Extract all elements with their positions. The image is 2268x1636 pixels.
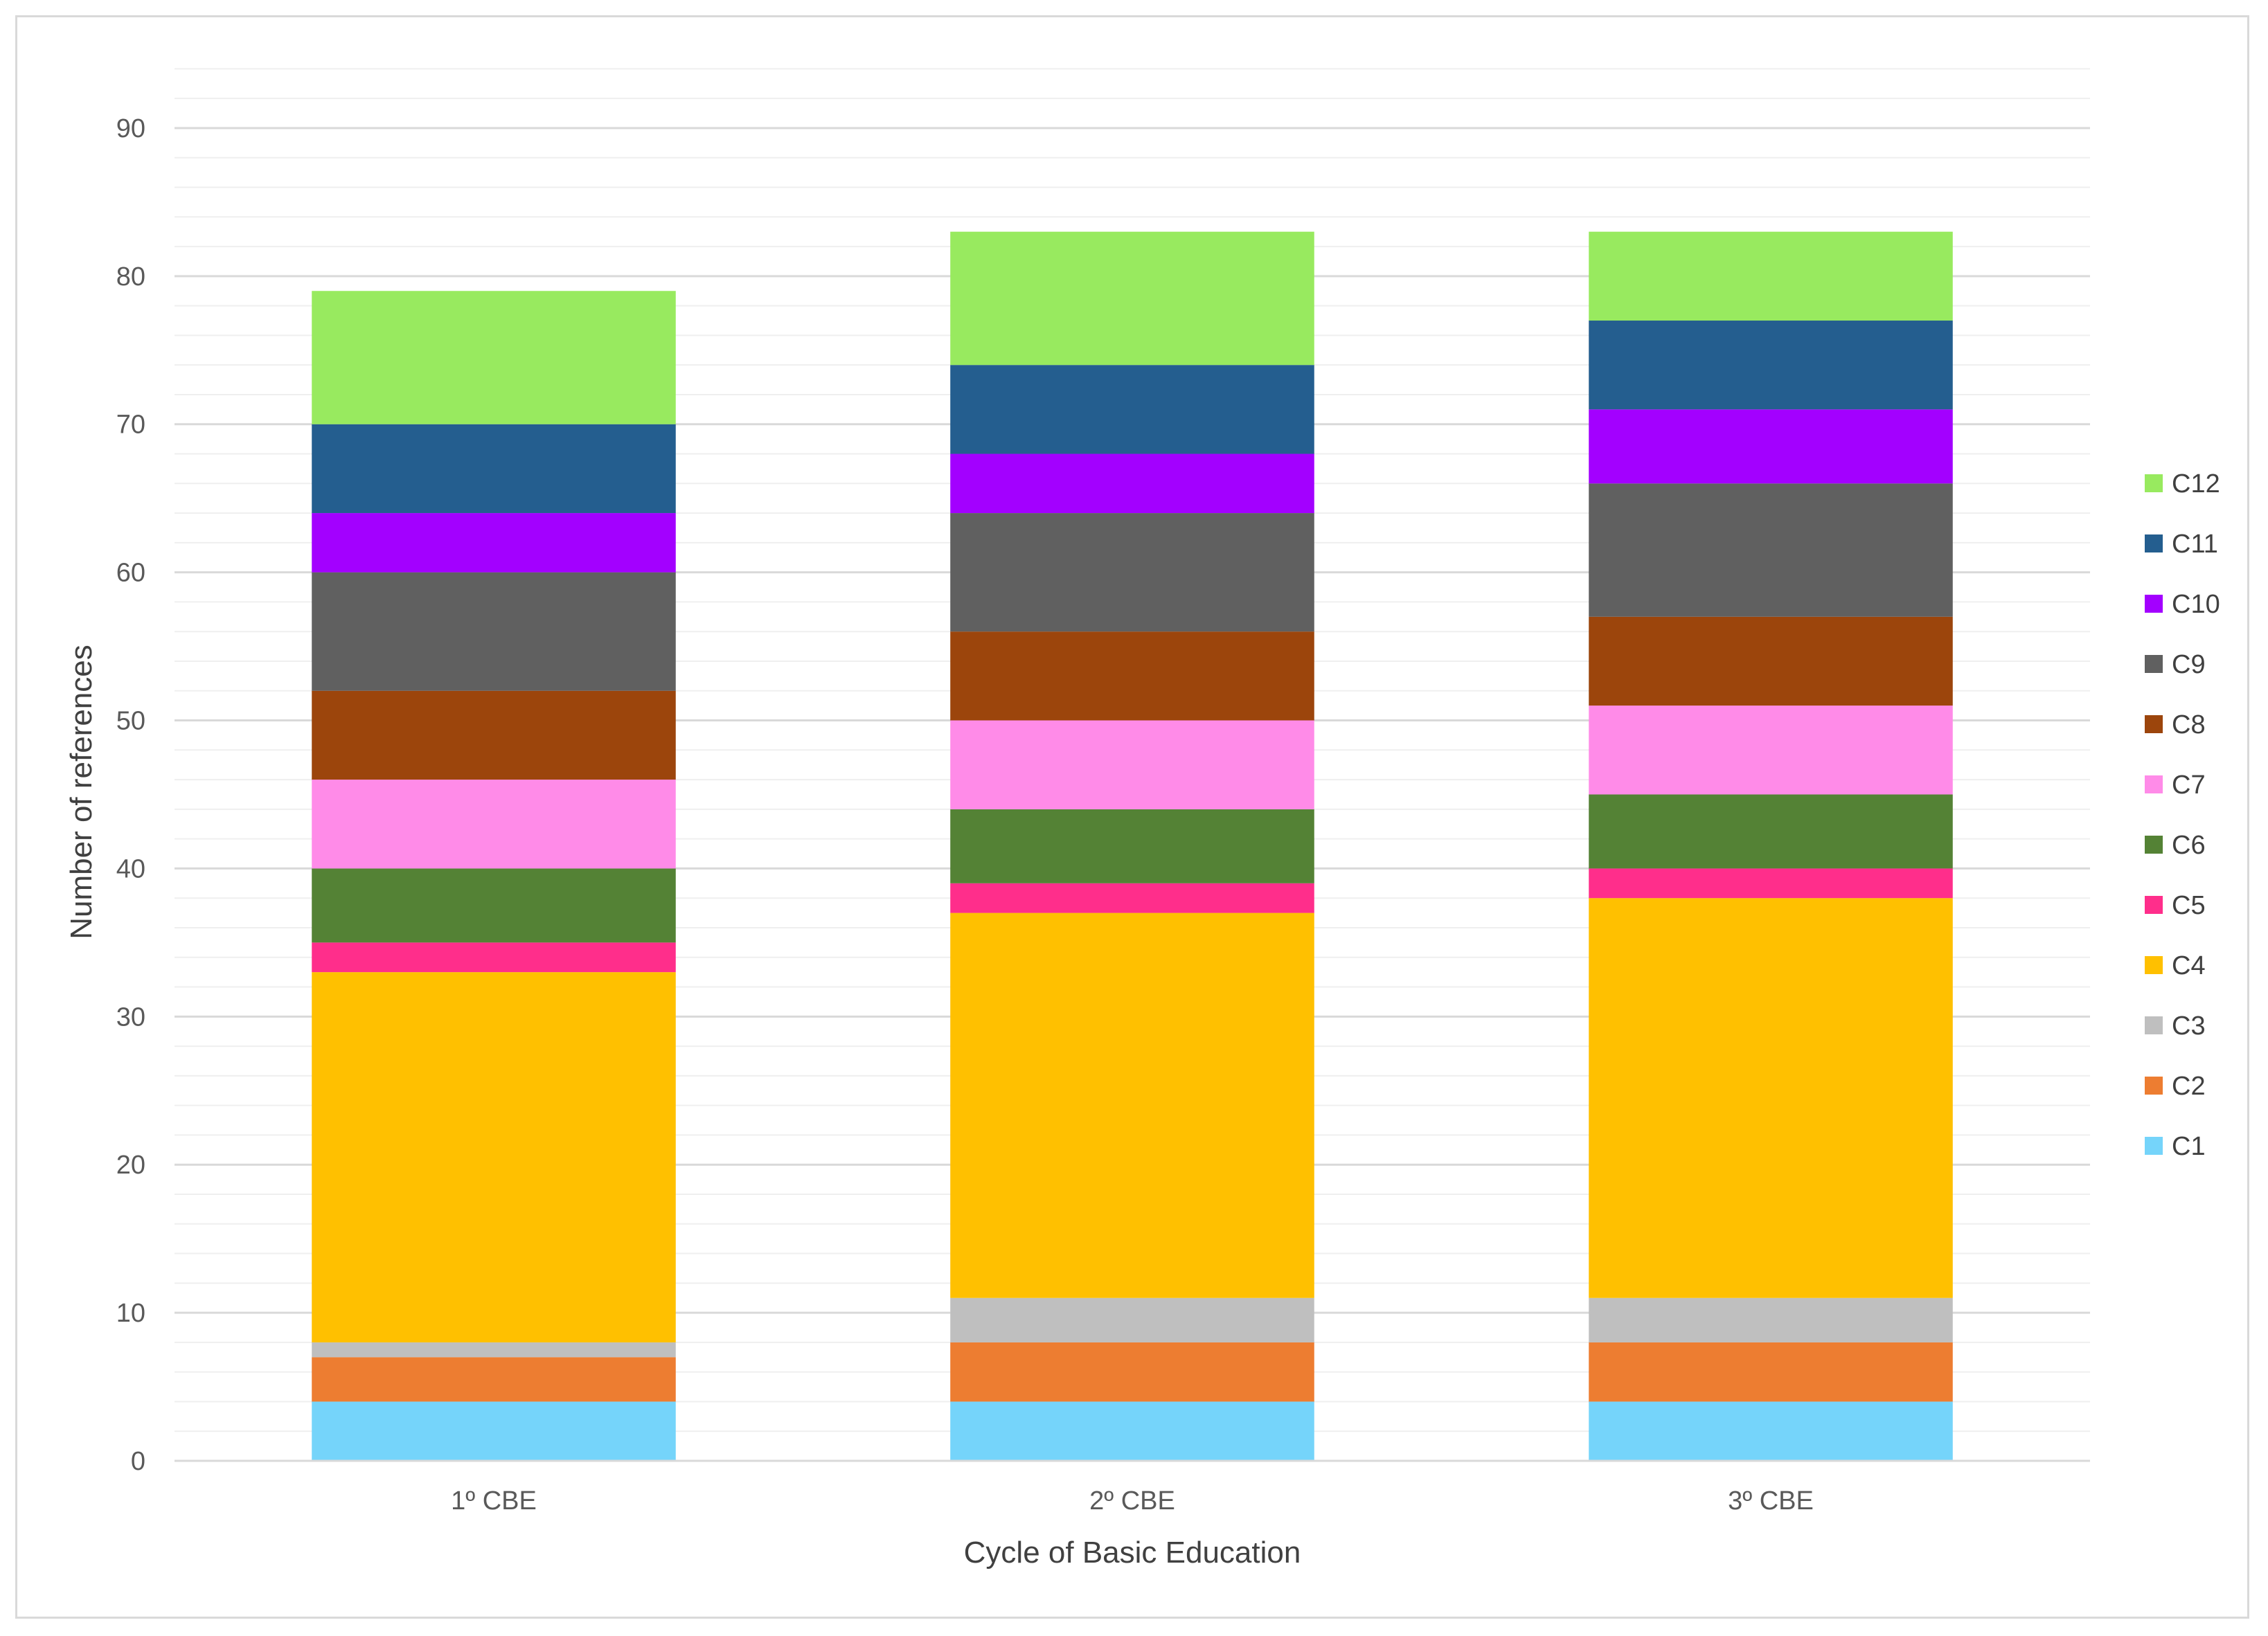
bar-segment-c2-2 [950, 1342, 1314, 1402]
legend-label-c5: C5 [2172, 891, 2206, 920]
bar-segment-c10-2 [950, 453, 1314, 514]
bar-segment-c9-2 [950, 513, 1314, 632]
bar-segment-c6-2 [950, 809, 1314, 883]
legend-swatch-c9 [2145, 655, 2163, 673]
bar-segment-c1-1 [312, 1401, 676, 1461]
y-tick-label: 10 [116, 1299, 145, 1328]
legend-label-c2: C2 [2172, 1072, 2206, 1101]
legend-swatch-c6 [2145, 836, 2163, 854]
legend-swatch-c12 [2145, 474, 2163, 492]
bar-segment-c1-3 [1589, 1401, 1953, 1461]
bar-segment-c10-3 [1589, 409, 1953, 484]
bar-segment-c3-3 [1589, 1297, 1953, 1342]
legend-swatch-c5 [2145, 896, 2163, 914]
legend-label-c3: C3 [2172, 1012, 2206, 1041]
y-tick-label: 30 [116, 1003, 145, 1032]
legend-swatch-c3 [2145, 1016, 2163, 1034]
y-tick-label: 70 [116, 411, 145, 440]
bar-segment-c5-1 [312, 942, 676, 973]
bar-segment-c11-2 [950, 365, 1314, 454]
bar-segment-c11-3 [1589, 321, 1953, 410]
bar-segment-c5-2 [950, 883, 1314, 913]
legend-label-c9: C9 [2172, 650, 2206, 679]
x-axis-title: Cycle of Basic Education [964, 1536, 1301, 1570]
legend-label-c11: C11 [2172, 530, 2218, 559]
bar-segment-c6-3 [1589, 794, 1953, 869]
bar-segment-c9-1 [312, 572, 676, 691]
y-tick-label: 60 [116, 559, 145, 588]
legend-swatch-c11 [2145, 534, 2163, 552]
y-axis-title: Number of references [64, 645, 98, 940]
legend-swatch-c2 [2145, 1077, 2163, 1095]
bar-segment-c8-1 [312, 690, 676, 780]
bar-segment-c8-2 [950, 631, 1314, 721]
bar-segment-c7-2 [950, 720, 1314, 809]
y-axis-ticks: 0 10 20 30 40 50 60 70 80 90 [116, 114, 145, 1476]
bar-segment-c4-3 [1589, 898, 1953, 1298]
bar-segment-c7-1 [312, 780, 676, 869]
bar-segment-c8-3 [1589, 616, 1953, 706]
bar-segment-c2-1 [312, 1357, 676, 1402]
y-tick-label: 90 [116, 114, 145, 143]
legend-swatch-c7 [2145, 775, 2163, 793]
bar-segment-c6-1 [312, 868, 676, 943]
legend-label-c1: C1 [2172, 1132, 2206, 1161]
legend: C12 C11 C10 C9 C8 C7 C6 C5 C4 C3 C2 C1 [2145, 469, 2220, 1161]
bars [312, 231, 1953, 1461]
legend-swatch-c10 [2145, 595, 2163, 613]
x-tick-label: 1º CBE [451, 1486, 537, 1516]
bar-segment-c4-2 [950, 913, 1314, 1298]
y-tick-label: 20 [116, 1151, 145, 1180]
bar-segment-c5-3 [1589, 868, 1953, 899]
y-tick-label: 50 [116, 707, 145, 736]
legend-label-c8: C8 [2172, 710, 2206, 739]
legend-label-c7: C7 [2172, 771, 2206, 800]
bar-segment-c11-1 [312, 424, 676, 514]
bar-segment-c12-2 [950, 231, 1314, 366]
bar-segment-c10-1 [312, 513, 676, 573]
bar-segment-c12-1 [312, 291, 676, 424]
bar-segment-c4-1 [312, 972, 676, 1342]
legend-label-c10: C10 [2172, 590, 2220, 619]
bar-segment-c1-2 [950, 1401, 1314, 1461]
bar-segment-c2-3 [1589, 1342, 1953, 1402]
x-tick-label: 3º CBE [1728, 1486, 1814, 1516]
y-tick-label: 0 [131, 1447, 145, 1476]
legend-swatch-c1 [2145, 1137, 2163, 1155]
x-axis-ticks: 1º CBE 2º CBE 3º CBE [451, 1486, 1814, 1516]
legend-swatch-c8 [2145, 715, 2163, 733]
y-tick-label: 80 [116, 262, 145, 291]
bar-segment-c3-2 [950, 1297, 1314, 1342]
bar-segment-c9-3 [1589, 483, 1953, 617]
legend-swatch-c4 [2145, 956, 2163, 974]
legend-label-c12: C12 [2172, 469, 2220, 498]
y-tick-label: 40 [116, 854, 145, 883]
bar-segment-c12-3 [1589, 231, 1953, 321]
bar-segment-c7-3 [1589, 705, 1953, 795]
legend-label-c4: C4 [2172, 951, 2206, 980]
x-tick-label: 2º CBE [1089, 1486, 1175, 1516]
bar-segment-c3-1 [312, 1342, 676, 1358]
legend-label-c6: C6 [2172, 831, 2206, 860]
